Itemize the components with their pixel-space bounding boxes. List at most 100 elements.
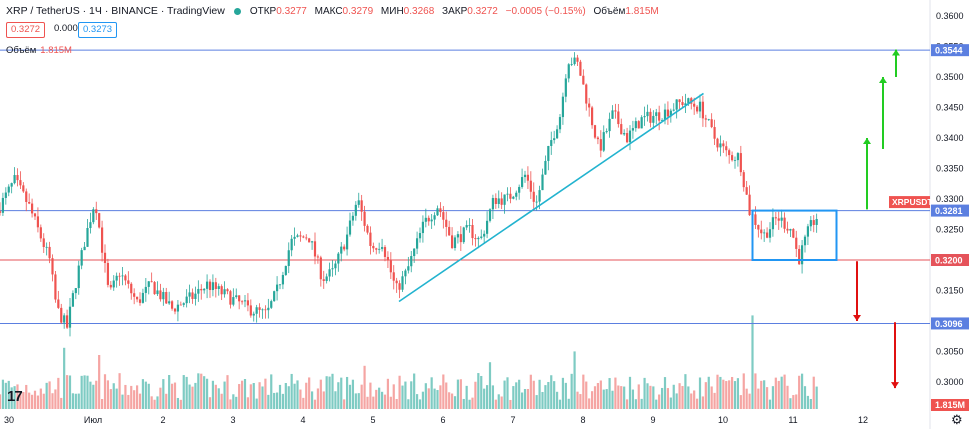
candle-body (235, 295, 238, 298)
volume-bar (646, 383, 649, 409)
volume-bar (7, 380, 10, 409)
volume-bar (480, 375, 483, 409)
volume-bar (150, 396, 153, 409)
volume-bar (200, 373, 203, 409)
volume-bar (89, 381, 92, 409)
x-tick-label: 30 (4, 415, 14, 425)
candle-body (532, 191, 535, 202)
candle-body (168, 301, 171, 304)
candle-body (719, 143, 722, 148)
candle-body (631, 128, 635, 131)
volume-bar (351, 379, 355, 409)
volume-bar (789, 398, 792, 409)
volume-bar (643, 377, 646, 409)
volume-bar (372, 396, 375, 409)
trend-line[interactable] (398, 92, 704, 303)
volume-bar (453, 396, 457, 409)
volume-bar (404, 381, 407, 409)
volume-bar (803, 386, 807, 409)
candle-body (25, 191, 28, 202)
volume-bar (197, 373, 200, 409)
candle-body (809, 220, 812, 227)
tradingview-logo: 17 (7, 388, 23, 405)
volume-bar (590, 391, 594, 409)
candle-body (124, 275, 127, 281)
volume-bar (284, 383, 287, 409)
volume-bar (693, 390, 696, 409)
x-tick-label: 3 (230, 415, 235, 425)
candle-body (623, 133, 626, 135)
volume-bar (445, 382, 448, 409)
volume-bar (695, 398, 699, 409)
candle-body (430, 219, 433, 222)
volume-bar (701, 396, 705, 409)
candle-body (45, 246, 48, 248)
volume-bar (448, 392, 451, 409)
volume-bar (550, 375, 553, 409)
volume-bar (780, 376, 783, 409)
buy-price-box[interactable]: 0.3273 (78, 22, 118, 38)
candle-body (86, 228, 89, 247)
volume-bar (331, 373, 334, 409)
candle-body (351, 215, 355, 221)
volume-bar (360, 384, 363, 409)
volume-bar (736, 378, 740, 409)
candle-body (739, 153, 742, 173)
candle-body (698, 101, 702, 112)
y-tick-label: 0.3000 (936, 377, 964, 387)
volume-bar (777, 380, 780, 409)
symbol-title[interactable]: XRP / TetherUS · 1Ч · BINANCE · TradingV… (6, 5, 225, 17)
ohlc-legend: ОТКР0.3277 МАКС0.3279 МИН0.3268 ЗАКР0.32… (249, 5, 659, 17)
candle-body (684, 103, 687, 106)
volume-bar (203, 376, 206, 409)
volume-bar (468, 399, 471, 409)
candle-body (170, 301, 174, 309)
volume-bar (623, 386, 626, 409)
level-price-tag (931, 44, 969, 57)
volume-bar (287, 386, 290, 409)
volume-bar (121, 394, 124, 409)
volume-bar (238, 384, 241, 409)
candle-body (561, 96, 565, 118)
candle-body (544, 160, 547, 175)
consolidation-box[interactable] (751, 209, 838, 261)
candle-body (121, 275, 124, 277)
candle-body (488, 209, 492, 221)
volume-bar (57, 377, 60, 409)
candle-body (421, 221, 425, 234)
candle-body (710, 119, 713, 128)
x-tick-label: 7 (510, 415, 515, 425)
candle-body (42, 238, 45, 247)
volume-bar (375, 389, 378, 409)
candle-body (226, 289, 229, 292)
gear-icon[interactable]: ⚙ (951, 412, 963, 427)
volume-bar (16, 384, 19, 409)
candle-body (450, 235, 454, 249)
volume-bar (567, 398, 570, 409)
y-tick-label: 0.3600 (936, 11, 964, 21)
volume-bar (497, 394, 500, 409)
volume-bar (343, 399, 346, 409)
candle-body (535, 201, 538, 203)
candle-body (71, 293, 75, 307)
volume-bar (634, 399, 637, 409)
candle-body (13, 175, 16, 184)
volume-bar (226, 375, 229, 409)
candle-body (815, 218, 818, 225)
sell-price-box[interactable]: 0.3272 (6, 22, 46, 38)
volume-bar (812, 376, 815, 409)
volume-bar (503, 380, 506, 409)
volume-bar (156, 396, 159, 409)
level-price-label: 0.3200 (935, 256, 963, 266)
volume-bar (328, 376, 331, 409)
volume-bar (672, 384, 675, 409)
candle-body (687, 98, 690, 104)
candle-body (407, 266, 410, 271)
volume-bar (681, 386, 684, 409)
volume-bar (191, 386, 194, 409)
candle-body (30, 203, 34, 214)
volume-bar (363, 365, 366, 409)
candle-body (325, 276, 328, 281)
